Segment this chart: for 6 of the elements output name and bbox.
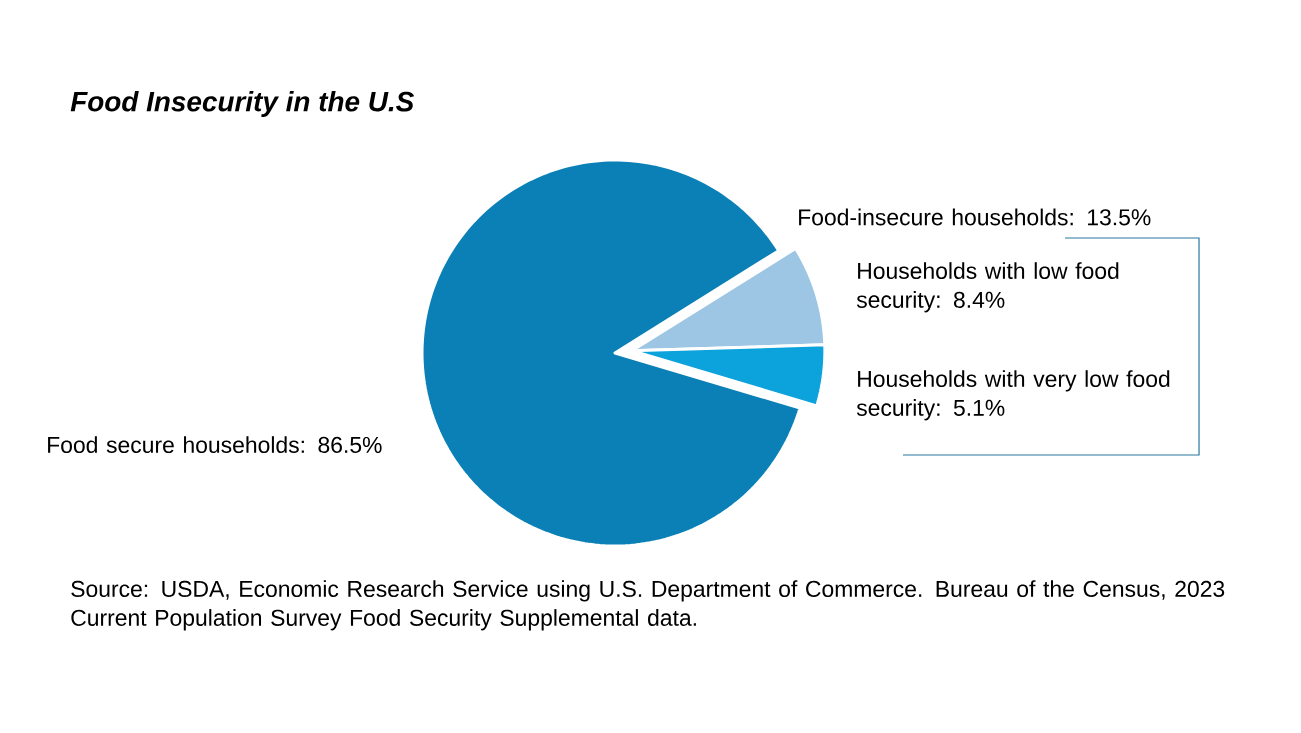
slice-label: Households with low food security: 8.4% — [856, 262, 1119, 313]
chart-title: Food Insecurity in the U.S — [70, 91, 414, 117]
slice-label: Food secure households: 86.5% — [48, 436, 382, 454]
source-note: Source: USDA, Economic Research Service using U.S. Department of Commerce. Bureau of the Census, 2023 Current Population Survey Food Security Supplemental data. — [71, 580, 1225, 631]
text: Food-insecure households: 13.5% — [799, 208, 1151, 226]
slice-label: Households with very low food security: 5.1% — [856, 370, 1170, 421]
